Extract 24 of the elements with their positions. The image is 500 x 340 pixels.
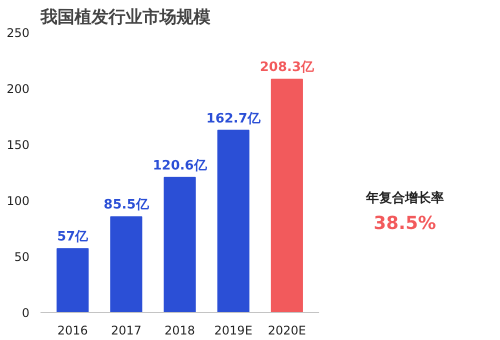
data-label: 85.5亿 — [104, 198, 150, 213]
y-tick-label: 150 — [6, 138, 30, 152]
y-tick-label: 100 — [6, 194, 30, 208]
x-tick-label: 2019E — [214, 324, 252, 338]
y-tick-label: 0 — [22, 306, 30, 320]
x-tick-label: 2017 — [110, 324, 142, 338]
bar — [164, 176, 196, 312]
y-tick-label: 200 — [6, 82, 30, 96]
bar — [110, 216, 142, 312]
data-label: 208.3亿 — [260, 60, 315, 76]
data-label: 120.6亿 — [152, 158, 208, 174]
chart-title: 我国植发行业市场规模 — [40, 8, 210, 28]
bar — [217, 130, 250, 312]
text: 38.5% — [374, 213, 436, 234]
data-label: 57亿 — [57, 230, 90, 245]
bar — [56, 248, 89, 312]
y-tick-label: 50 — [14, 250, 30, 264]
x-tick-label: 2020E — [268, 324, 306, 338]
data-label: 162.7亿 — [206, 111, 262, 126]
text: 年复合增长率 — [364, 190, 444, 206]
x-tick-label: 2018 — [164, 324, 196, 338]
x-tick-label: 2016 — [57, 324, 88, 338]
y-tick-label: 250 — [6, 26, 30, 40]
bar — [270, 78, 303, 312]
